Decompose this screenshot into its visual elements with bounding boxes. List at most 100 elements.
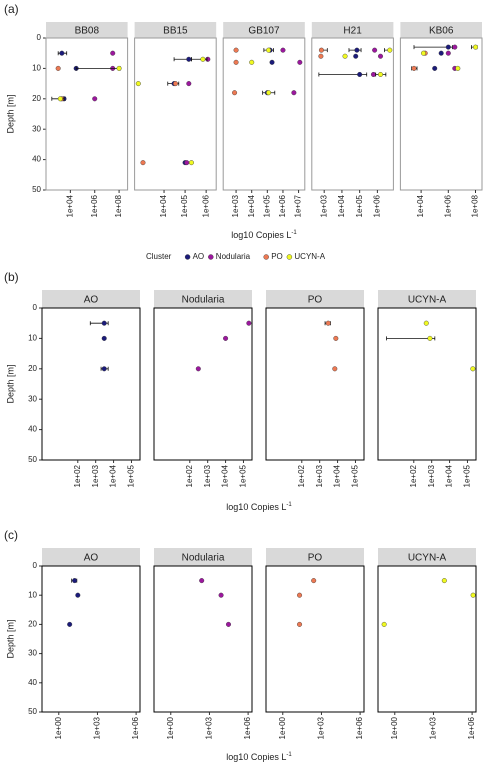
y-tick-label: 40 — [28, 425, 37, 434]
x-tick-label: 1e+05 — [463, 464, 472, 487]
x-tick-label: 1e+03 — [91, 464, 100, 487]
legend-label: AO — [193, 252, 205, 261]
point — [354, 47, 360, 53]
x-axis-label-sup: -1 — [286, 502, 292, 508]
x-tick-label: 1e+04 — [109, 464, 118, 487]
x-tick-label: 1e+06 — [278, 194, 287, 217]
y-tick-label: 0 — [33, 303, 38, 312]
point — [438, 50, 444, 56]
x-tick-label: 1e+06 — [201, 194, 210, 217]
point — [218, 592, 224, 598]
point — [427, 335, 433, 341]
x-tick-label: 1e+06 — [467, 716, 476, 739]
x-tick-label: 1e+08 — [471, 194, 480, 217]
facet-panel — [265, 307, 365, 461]
error-bar — [386, 336, 436, 341]
x-axis-label: log10 Copies L-1 — [226, 752, 292, 763]
facet-panel — [45, 37, 129, 191]
x-tick-label: 1e+06 — [372, 194, 381, 217]
point — [249, 59, 255, 65]
facet-title: GB107 — [248, 26, 280, 37]
x-axis-label-main: log10 Copies L — [226, 752, 286, 762]
y-tick-label: 30 — [32, 124, 41, 133]
point — [75, 592, 81, 598]
facet-title: AO — [84, 295, 99, 306]
point — [445, 50, 451, 56]
panel-label: (c) — [4, 528, 18, 542]
y-tick-label: 30 — [28, 394, 37, 403]
point — [291, 90, 297, 96]
x-tick-label: 1e+04 — [416, 194, 425, 217]
x-axis-label: log10 Copies L-1 — [226, 502, 292, 513]
x-tick-label: 1e+02 — [73, 464, 82, 487]
y-axis-label: Depth [m] — [5, 364, 15, 403]
legend-swatch — [208, 254, 214, 260]
x-tick-label: 1e+04 — [159, 194, 168, 217]
facet-title: BB15 — [163, 26, 188, 37]
x-tick-label: 1e+07 — [294, 194, 303, 217]
x-tick-label: 1e+02 — [297, 464, 306, 487]
x-axis-label-main: log10 Copies L — [231, 230, 291, 240]
point — [67, 621, 73, 627]
x-tick-label: 1e+04 — [333, 464, 342, 487]
x-tick-label: 1e+00 — [278, 716, 287, 739]
x-tick-label: 1e+03 — [203, 464, 212, 487]
facet-panel — [41, 307, 141, 461]
point — [266, 90, 272, 96]
point — [297, 621, 303, 627]
facet-title: AO — [84, 553, 99, 564]
point — [195, 366, 201, 372]
facet-strip — [400, 22, 482, 38]
point — [311, 578, 317, 584]
y-tick-label: 40 — [32, 155, 41, 164]
x-tick-label: 1e+03 — [205, 716, 214, 739]
x-tick-label: 1e+03 — [427, 464, 436, 487]
point — [184, 160, 190, 166]
panel-label: (a) — [4, 2, 19, 16]
facet-strip — [378, 548, 476, 566]
legend-label: PO — [271, 252, 283, 261]
facet-title: H21 — [343, 26, 362, 37]
x-tick-label: 1e+05 — [351, 464, 360, 487]
point — [297, 592, 303, 598]
point — [233, 59, 239, 65]
point — [233, 47, 239, 53]
point — [423, 320, 429, 326]
x-tick-label: 1e+03 — [315, 464, 324, 487]
point — [186, 56, 192, 62]
facet-panel — [153, 307, 253, 461]
legend-label: UCYN-A — [294, 252, 325, 261]
point — [172, 81, 178, 87]
y-tick-label: 30 — [28, 649, 37, 658]
facet-title: Nodularia — [182, 295, 225, 306]
point — [370, 71, 376, 77]
facet-panel — [311, 37, 394, 191]
point — [225, 621, 231, 627]
point — [72, 578, 78, 584]
y-tick-label: 40 — [28, 678, 37, 687]
facet-title: UCYN-A — [408, 295, 447, 306]
point — [101, 335, 107, 341]
x-tick-label: 1e+04 — [445, 464, 454, 487]
x-tick-label: 1e+06 — [443, 194, 452, 217]
point — [372, 47, 378, 53]
y-tick-label: 50 — [32, 185, 41, 194]
point — [186, 81, 192, 87]
y-tick-label: 20 — [28, 364, 37, 373]
facet-strip — [42, 290, 140, 308]
x-tick-label: 1e+03 — [231, 194, 240, 217]
legend-title: Cluster — [146, 252, 172, 261]
facet-title: UCYN-A — [408, 553, 447, 564]
legend-swatch — [263, 254, 269, 260]
legend-label: Nodularia — [216, 252, 251, 261]
point — [280, 47, 286, 53]
point — [452, 44, 458, 50]
point — [57, 96, 63, 102]
point — [232, 90, 238, 96]
point — [342, 53, 348, 59]
x-tick-label: 1e+05 — [355, 194, 364, 217]
point — [223, 335, 229, 341]
facet-strip — [266, 548, 364, 566]
y-tick-label: 50 — [28, 455, 37, 464]
x-tick-label: 1e+08 — [114, 194, 123, 217]
